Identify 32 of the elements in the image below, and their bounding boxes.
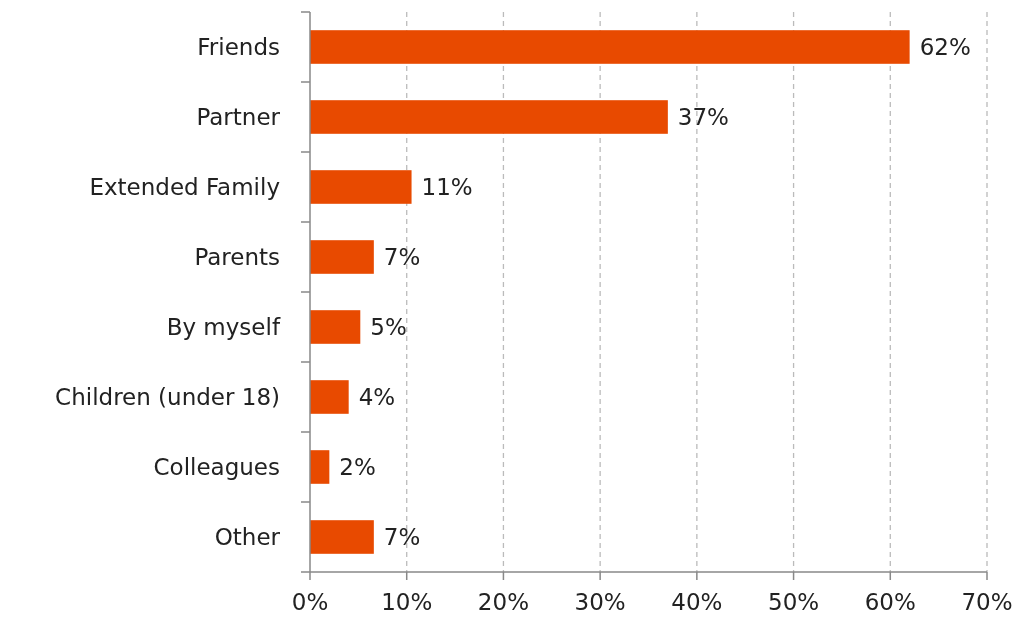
data-label: 37% [677, 104, 729, 131]
y-tick-label: Partner [196, 104, 281, 131]
y-tick-label: By myself [166, 314, 281, 341]
data-label: 11% [421, 174, 473, 201]
bar [310, 240, 374, 274]
x-tick-label: 40% [671, 589, 723, 615]
bar [310, 30, 910, 64]
x-tick-label: 60% [864, 589, 916, 615]
bar [310, 310, 361, 344]
y-tick-label: Friends [197, 34, 280, 61]
y-tick-label: Extended Family [89, 174, 280, 201]
y-tick-label: Parents [194, 244, 280, 271]
data-label: 62% [919, 34, 971, 61]
x-tick-label: 0% [291, 589, 329, 615]
data-label: 5% [370, 314, 407, 341]
y-tick-label: Colleagues [153, 454, 280, 481]
y-tick-label: Children (under 18) [55, 384, 280, 411]
y-tick-label: Other [214, 524, 281, 551]
data-label: 7% [383, 524, 421, 551]
data-label: 4% [358, 384, 396, 411]
x-tick-label: 30% [574, 589, 626, 615]
x-tick-label: 50% [768, 589, 820, 615]
data-label: 7% [383, 244, 421, 271]
x-tick-label: 10% [381, 589, 433, 615]
bar [310, 170, 412, 204]
x-tick-label: 70% [961, 589, 1013, 615]
x-tick-label: 20% [477, 589, 529, 615]
bar [310, 100, 668, 134]
bar [310, 520, 374, 554]
bar [310, 450, 330, 484]
bar [310, 380, 349, 414]
data-label: 2% [339, 454, 376, 481]
